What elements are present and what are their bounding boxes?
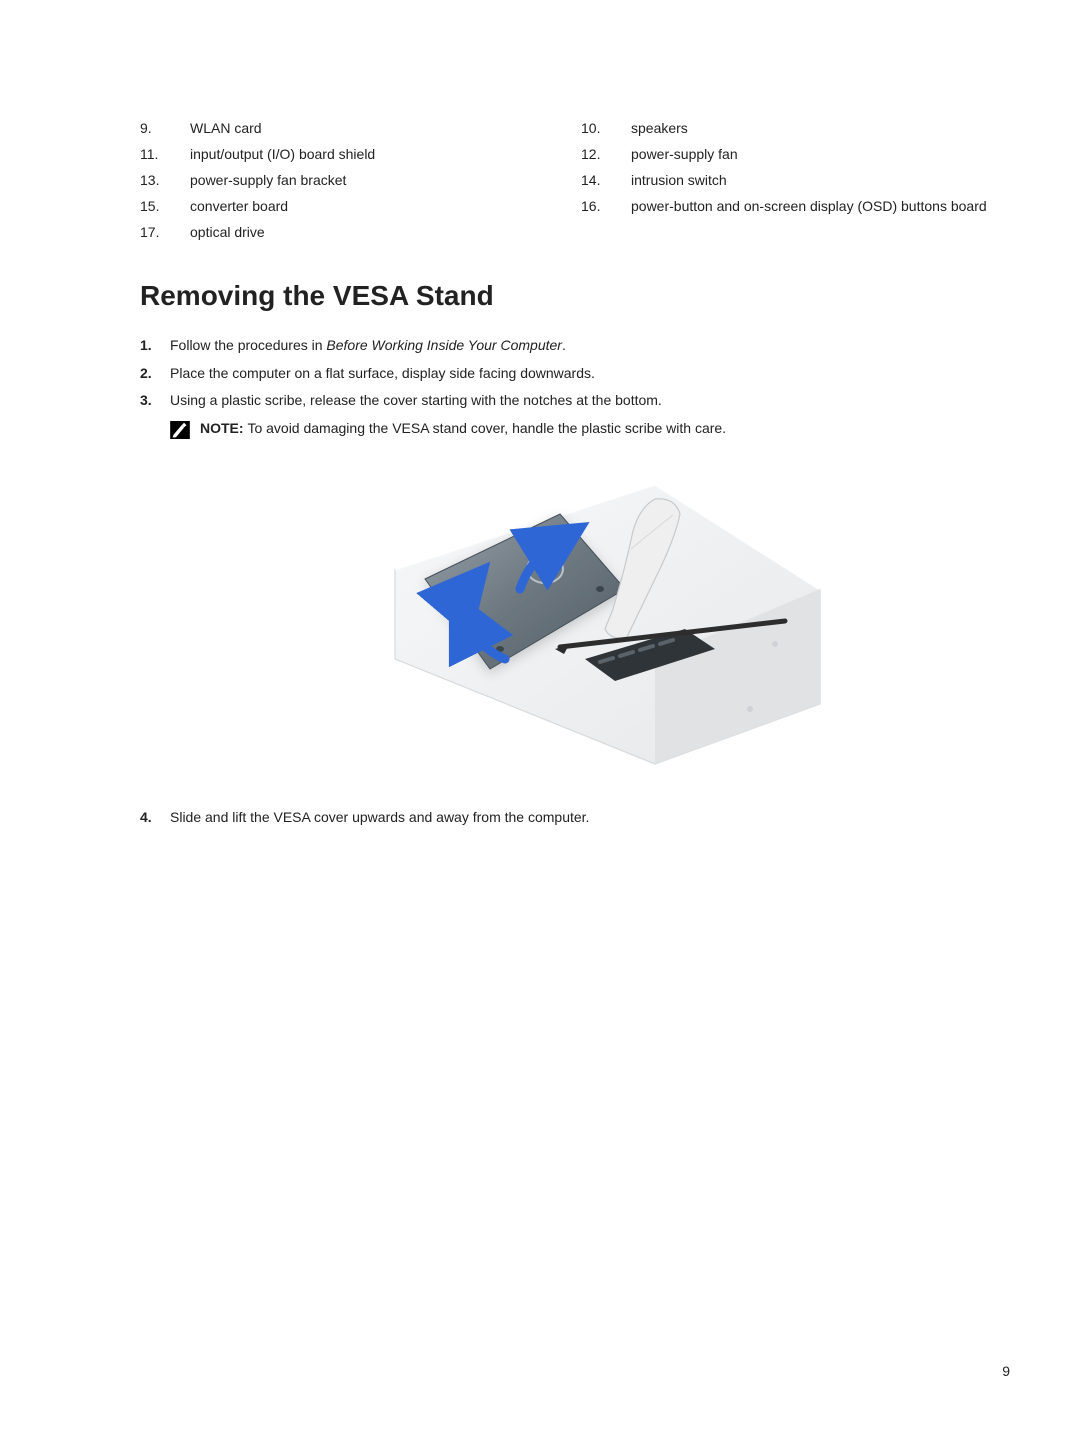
step-text: Slide and lift the VESA cover upwards an… xyxy=(170,809,589,825)
vesa-cover-illustration xyxy=(355,459,825,779)
note: NOTE: To avoid damaging the VESA stand c… xyxy=(170,419,1010,439)
part-label: power-button and on-screen display (OSD)… xyxy=(631,198,1010,214)
section-heading: Removing the VESA Stand xyxy=(140,280,1010,312)
part-num: 10. xyxy=(581,120,619,136)
step-text: . xyxy=(562,337,566,353)
step-item: Slide and lift the VESA cover upwards an… xyxy=(140,808,1010,828)
part-num: 17. xyxy=(140,224,178,240)
note-icon xyxy=(170,421,190,439)
parts-list: 9. WLAN card 10. speakers 11. input/outp… xyxy=(140,120,1010,240)
note-label: NOTE: xyxy=(200,420,247,436)
part-num: 14. xyxy=(581,172,619,188)
part-label: WLAN card xyxy=(190,120,569,136)
part-label: intrusion switch xyxy=(631,172,1010,188)
step-text: Follow the procedures in xyxy=(170,337,326,353)
figure xyxy=(170,459,1010,785)
part-num: 12. xyxy=(581,146,619,162)
note-text: NOTE: To avoid damaging the VESA stand c… xyxy=(200,419,726,439)
step-item: Place the computer on a flat surface, di… xyxy=(140,364,1010,384)
part-label: power-supply fan xyxy=(631,146,1010,162)
note-body: To avoid damaging the VESA stand cover, … xyxy=(247,420,726,436)
part-label: converter board xyxy=(190,198,569,214)
step-text: Place the computer on a flat surface, di… xyxy=(170,365,595,381)
part-label: power-supply fan bracket xyxy=(190,172,569,188)
part-label: input/output (I/O) board shield xyxy=(190,146,569,162)
step-item: Follow the procedures in Before Working … xyxy=(140,336,1010,356)
step-text: Using a plastic scribe, release the cove… xyxy=(170,392,662,408)
part-label: speakers xyxy=(631,120,1010,136)
part-num: 11. xyxy=(140,146,178,162)
part-num: 15. xyxy=(140,198,178,214)
part-num: 9. xyxy=(140,120,178,136)
part-num: 13. xyxy=(140,172,178,188)
part-label: optical drive xyxy=(190,224,569,240)
part-num: 16. xyxy=(581,198,619,214)
steps-list: Follow the procedures in Before Working … xyxy=(140,336,1010,828)
cross-reference: Before Working Inside Your Computer xyxy=(326,337,562,353)
step-item: Using a plastic scribe, release the cove… xyxy=(140,391,1010,784)
page-number: 9 xyxy=(1002,1363,1010,1379)
